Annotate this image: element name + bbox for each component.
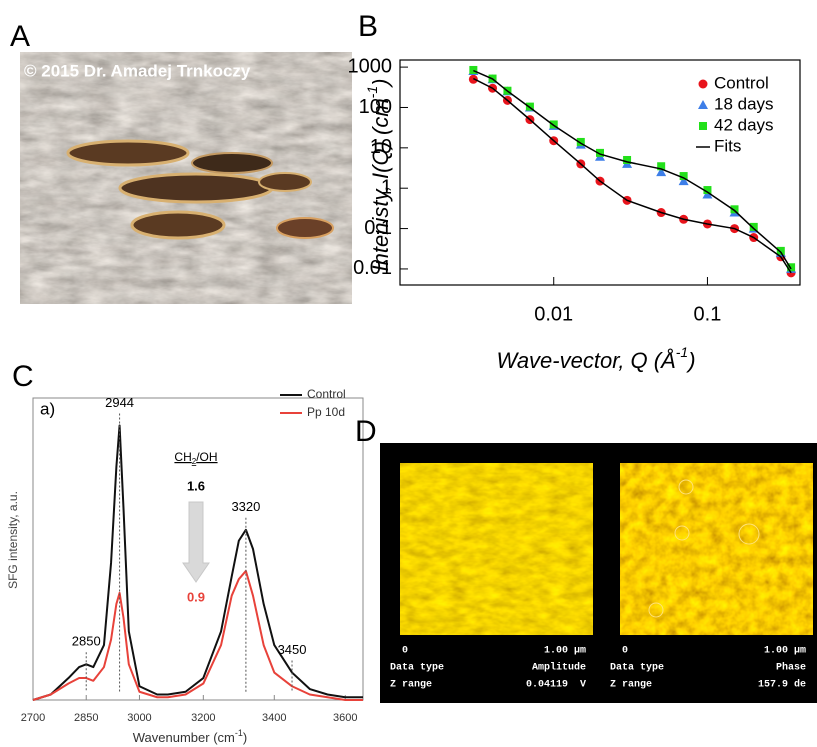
legend-label: Control [714,73,769,92]
scale-start: 0 [402,646,408,657]
peak-label: 3450 [278,642,307,657]
row-value: Phase [776,662,806,674]
row-value: 0.04119 V [526,680,586,691]
peak-label: 2850 [72,634,101,649]
text-part: ) [243,730,247,745]
point [703,186,712,195]
row-label: Data type [390,663,444,674]
point [596,148,604,157]
row-label: Z range [390,680,432,691]
point [679,172,688,181]
point [787,263,796,272]
peak-label: 2944 [105,395,134,410]
legend-label: 18 days [714,94,774,113]
x-tick-label: 0.1 [694,303,722,325]
point [698,100,708,109]
scale-end: 1.00 µm [764,646,806,657]
point [730,205,739,214]
y-tick-label: 0.1 [364,217,392,239]
y-axis-title: Intenisty, I(Q) (cm-1) [364,79,393,272]
text-part: 2 [192,457,197,466]
text-part: -1 [235,728,243,738]
y-tick-label: 1 [381,176,392,198]
plot-frame [32,397,364,701]
spectrum-line [32,569,363,701]
x-tick-label: 3200 [191,712,215,724]
ratio-title: CH2/OH [174,450,217,466]
row-value: Amplitude [532,662,586,674]
row-label: Data type [610,663,664,674]
afm-image [400,463,593,635]
peak-label: 3320 [231,499,260,514]
x-tick-label: 0.01 [534,303,573,325]
photo-caption: © 2015 Dr. Amadej Trnkoczy [24,61,251,80]
text-part: -1 [676,344,688,360]
panel-label: D [355,415,377,448]
scale-end: 1.00 µm [544,646,586,657]
y-tick-label: 100 [359,96,392,118]
point [657,162,666,171]
x-axis-title: Wave-vector, Q (Å-1) [496,344,695,373]
row-label: Z range [610,680,652,691]
point [776,246,785,255]
legend-label: Control [307,387,346,401]
point [469,65,478,74]
plot-frame [399,59,801,286]
scale-start: 0 [622,646,628,657]
text-part: ) [368,79,393,89]
arrow [182,501,210,583]
text-part: Wavenumber (cm [133,730,235,745]
x-tick-label: 2850 [74,712,98,724]
legend-label: Pp 10d [307,405,345,419]
ratio-value: 0.9 [187,589,205,604]
afm-labels: 0 1.00 µm Data type Amplitude Z range 0.04119… [390,646,806,691]
chart-c: 2700 2850 3000 3200 3400 3600 Wavenumber (cm-1… [6,387,364,745]
text-part: ) [685,348,695,373]
point [623,155,632,164]
point [576,137,585,146]
text-part: /OH [196,450,217,464]
x-tick-label: 3400 [262,712,286,724]
spectrum-line [32,424,363,701]
text-part: -1 [364,86,380,98]
text-part: Wave-vector, Q (Å [496,348,675,373]
y-tick-label: 10 [370,136,392,158]
point [678,176,689,186]
x-tick-label: 3600 [333,712,357,724]
legend-label: 42 days [714,115,774,134]
point [549,120,558,129]
text-part: CH [174,450,191,464]
point [656,167,667,177]
afm-circles [648,479,760,618]
x-tick-label: 3000 [127,712,151,724]
legend-label: Fits [714,136,741,155]
point [749,222,758,231]
y-tick-label: 1000 [348,55,393,77]
ratio-value: 1.6 [187,478,205,493]
panel-sublabel: a) [40,399,55,418]
panel-label: A [10,20,30,53]
afm-image [620,463,813,635]
x-axis-title: Wavenumber (cm-1) [133,728,247,745]
x-tick-label: 2700 [21,712,45,724]
point [699,122,707,130]
panel-label: B [358,10,378,43]
y-tick-label: 0.01 [353,257,392,279]
row-value: 157.9 de [758,679,806,691]
photo [20,52,352,304]
y-axis-title: SFG intensity, a.u. [6,491,20,589]
point [698,79,708,89]
chart-b: 1000 100 10 1 0.1 0.01 0.01 0.1 Wave-vector, Q (… [348,55,801,373]
text-part: Intenisty, I(Q) (cm [368,98,393,271]
fit-line [473,69,792,274]
panel-label: C [12,360,34,393]
